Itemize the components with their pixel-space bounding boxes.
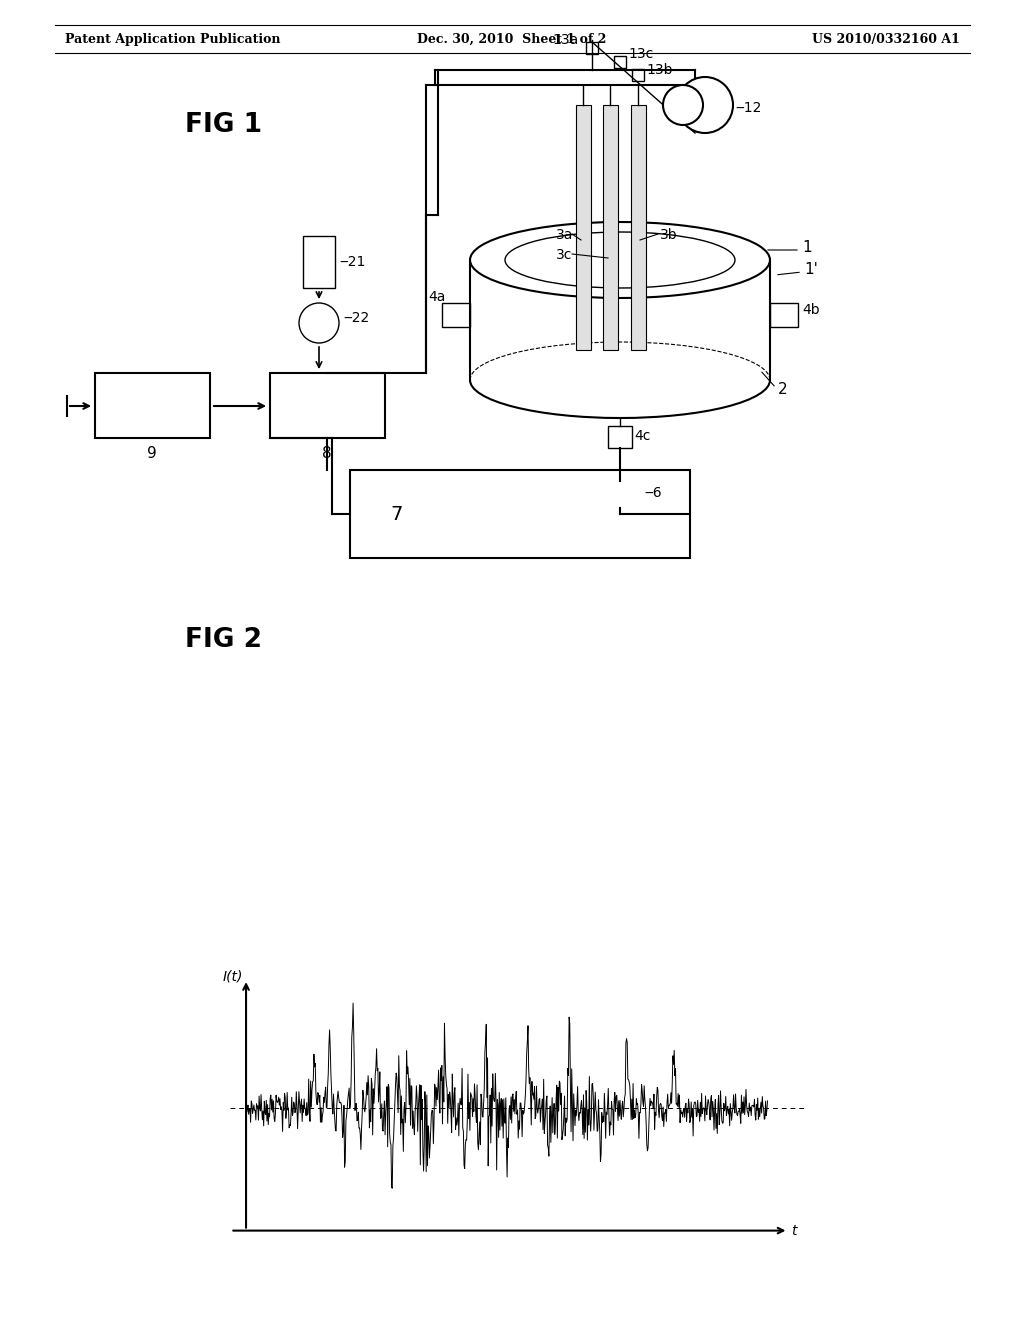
- Text: 13a: 13a: [552, 33, 579, 48]
- Text: 4c: 4c: [634, 429, 650, 444]
- Text: 8: 8: [323, 446, 332, 462]
- Text: Patent Application Publication: Patent Application Publication: [65, 33, 281, 45]
- Text: ‒12: ‒12: [735, 102, 762, 115]
- Text: 3c: 3c: [556, 248, 572, 261]
- Circle shape: [663, 84, 703, 125]
- Text: ‒22: ‒22: [343, 312, 370, 325]
- Text: FIG 1: FIG 1: [185, 112, 262, 139]
- Circle shape: [677, 77, 733, 133]
- Text: 13b: 13b: [646, 63, 673, 77]
- Text: 7: 7: [390, 504, 402, 524]
- Text: 9: 9: [147, 446, 157, 462]
- Bar: [632, 69, 644, 81]
- Bar: [586, 42, 598, 54]
- Text: 3a: 3a: [556, 228, 573, 242]
- Text: t: t: [791, 1224, 797, 1238]
- Bar: [631, 106, 646, 350]
- Text: 13c: 13c: [628, 48, 653, 61]
- Text: Dec. 30, 2010  Sheet 1 of 2: Dec. 30, 2010 Sheet 1 of 2: [418, 33, 606, 45]
- Circle shape: [299, 304, 339, 343]
- Bar: [575, 106, 591, 350]
- Text: ‒21: ‒21: [339, 255, 366, 269]
- Text: ‒6: ‒6: [644, 486, 662, 500]
- Text: US 2010/0332160 A1: US 2010/0332160 A1: [812, 33, 961, 45]
- Text: 3b: 3b: [660, 228, 678, 242]
- Bar: [770, 304, 798, 327]
- Bar: [614, 55, 626, 69]
- Text: 4a: 4a: [428, 290, 445, 304]
- Text: 4b: 4b: [802, 304, 819, 317]
- Text: 1: 1: [802, 240, 812, 256]
- Bar: [95, 374, 210, 438]
- Text: I(t): I(t): [223, 970, 244, 983]
- Bar: [603, 106, 618, 350]
- Text: 2: 2: [778, 383, 787, 397]
- Text: FIG 2: FIG 2: [185, 627, 262, 653]
- Bar: [442, 304, 470, 327]
- Bar: [270, 374, 385, 438]
- Bar: [608, 426, 632, 447]
- Bar: [598, 478, 642, 508]
- Bar: [350, 470, 690, 558]
- Text: 1': 1': [804, 263, 818, 277]
- Bar: [303, 236, 335, 288]
